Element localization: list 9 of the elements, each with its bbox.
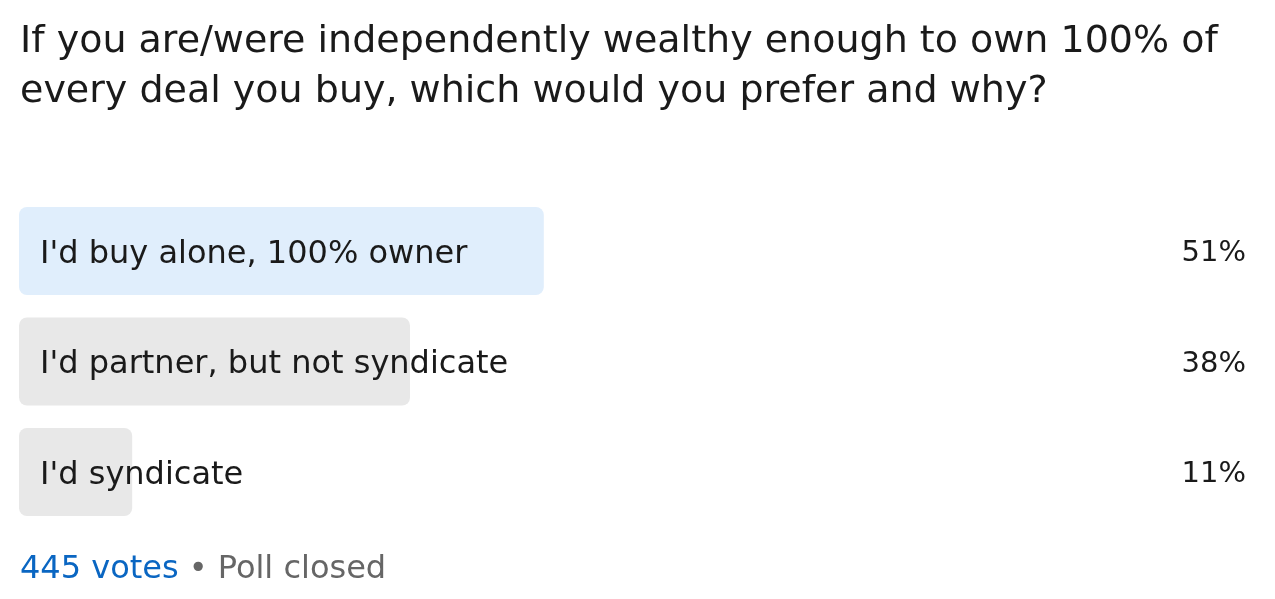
- data-label: 38%: [1181, 344, 1246, 379]
- text: • Poll closed: [188, 548, 387, 586]
- y-tick-label: I'd buy alone, 100% owner: [40, 232, 469, 271]
- y-tick-label: I'd syndicate: [40, 453, 244, 492]
- data-label: 11%: [1181, 455, 1246, 490]
- chart-title: If you are/were independently wealthy enough to own 100% of every deal you buy, which would you prefer and why?: [20, 17, 1220, 111]
- data-label: 51%: [1181, 234, 1246, 269]
- y-tick-label: I'd partner, but not syndicate: [40, 343, 509, 382]
- text: 445 votes: [20, 548, 179, 586]
